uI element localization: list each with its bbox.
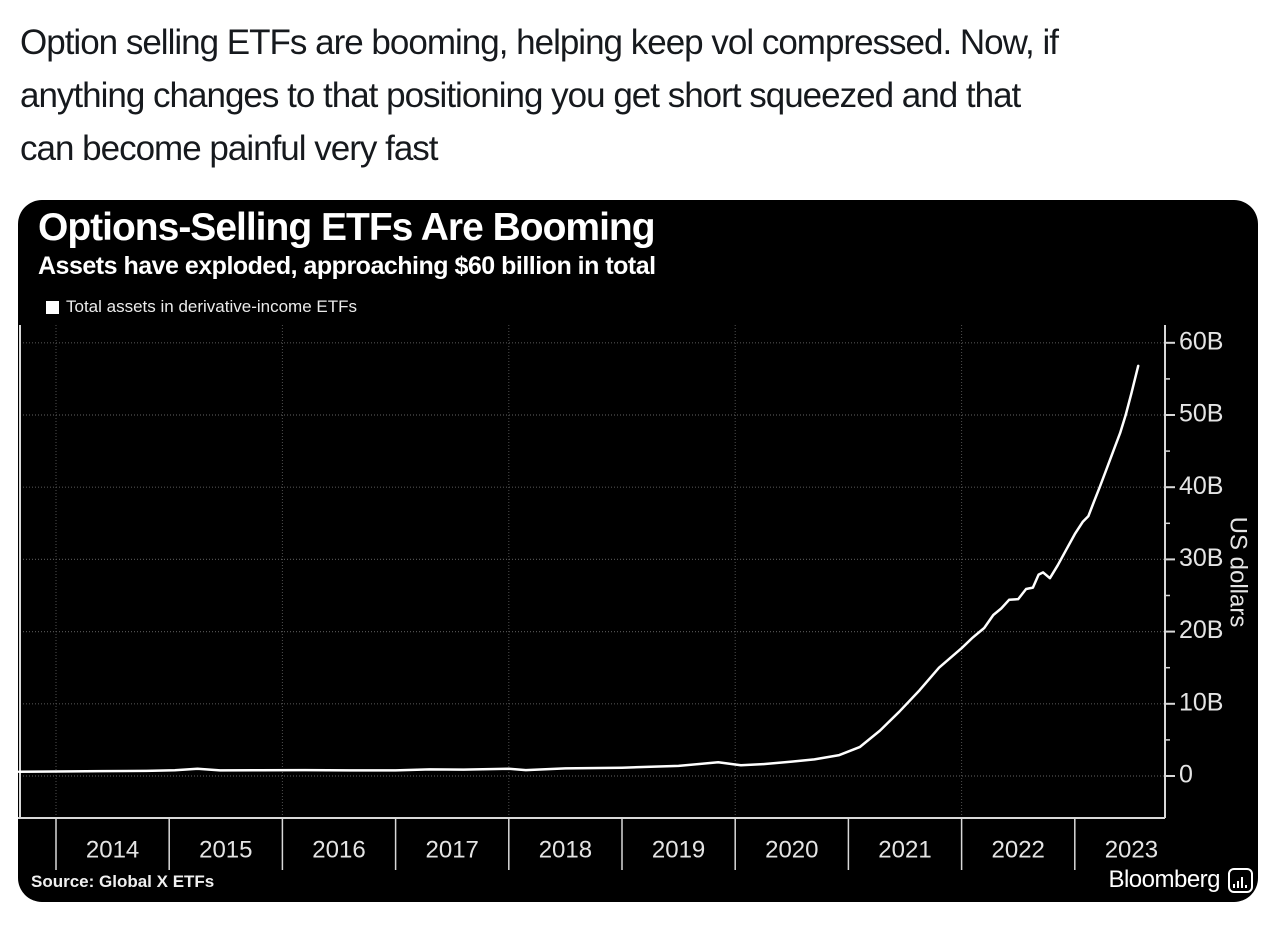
y-tick-label: 60B — [1179, 327, 1223, 355]
x-tick-label: 2023 — [1105, 836, 1158, 863]
source-note: Source: Global X ETFs — [31, 872, 215, 891]
tweet-line-1: Option selling ETFs are booming, helping… — [20, 23, 1059, 62]
y-axis-title: US dollars — [1225, 517, 1252, 628]
chart-title: Options-Selling ETFs Are Booming — [38, 206, 656, 249]
data-line — [18, 364, 1140, 773]
y-tick-label: 10B — [1179, 688, 1223, 716]
bloomberg-terminal-icon — [1228, 867, 1253, 893]
x-tick-label: 2020 — [765, 836, 818, 863]
chart-card: 2014 2015 2016 2017 2018 2019 2020 2021 2022 2023… — [18, 200, 1258, 902]
x-tick-label: 2015 — [199, 836, 252, 863]
x-tick-label: 2016 — [312, 836, 365, 863]
tweet-line-3: can become painful very fast — [20, 129, 439, 168]
x-tick-label: 2017 — [426, 836, 479, 863]
chart-legend: Total assets in derivative-income ETFs — [46, 297, 357, 317]
x-tick-label: 2018 — [539, 836, 592, 863]
tweet-text: Option selling ETFs are booming, helping… — [0, 0, 1280, 175]
x-tick-label: 2014 — [86, 836, 139, 863]
y-tick-label: 20B — [1179, 616, 1223, 644]
tweet-line-2: anything changes to that positioning you… — [20, 76, 1021, 115]
y-tick-label: 50B — [1179, 400, 1223, 428]
legend-marker-icon — [46, 300, 59, 314]
bloomberg-logo: Bloomberg — [1108, 866, 1253, 894]
x-tick-label: 2021 — [878, 836, 931, 863]
legend-label: Total assets in derivative-income ETFs — [66, 297, 357, 316]
y-tick-label: 0 — [1179, 761, 1193, 789]
x-tick-label: 2022 — [992, 836, 1045, 863]
bloomberg-wordmark: Bloomberg — [1108, 866, 1220, 893]
y-tick-label: 40B — [1179, 472, 1223, 500]
y-tick-label: 30B — [1179, 544, 1223, 572]
chart-subtitle: Assets have exploded, approaching $60 bi… — [38, 252, 656, 280]
x-tick-label: 2019 — [652, 836, 705, 863]
chart-svg: 2014 2015 2016 2017 2018 2019 2020 2021 2022 2023… — [18, 325, 1252, 870]
